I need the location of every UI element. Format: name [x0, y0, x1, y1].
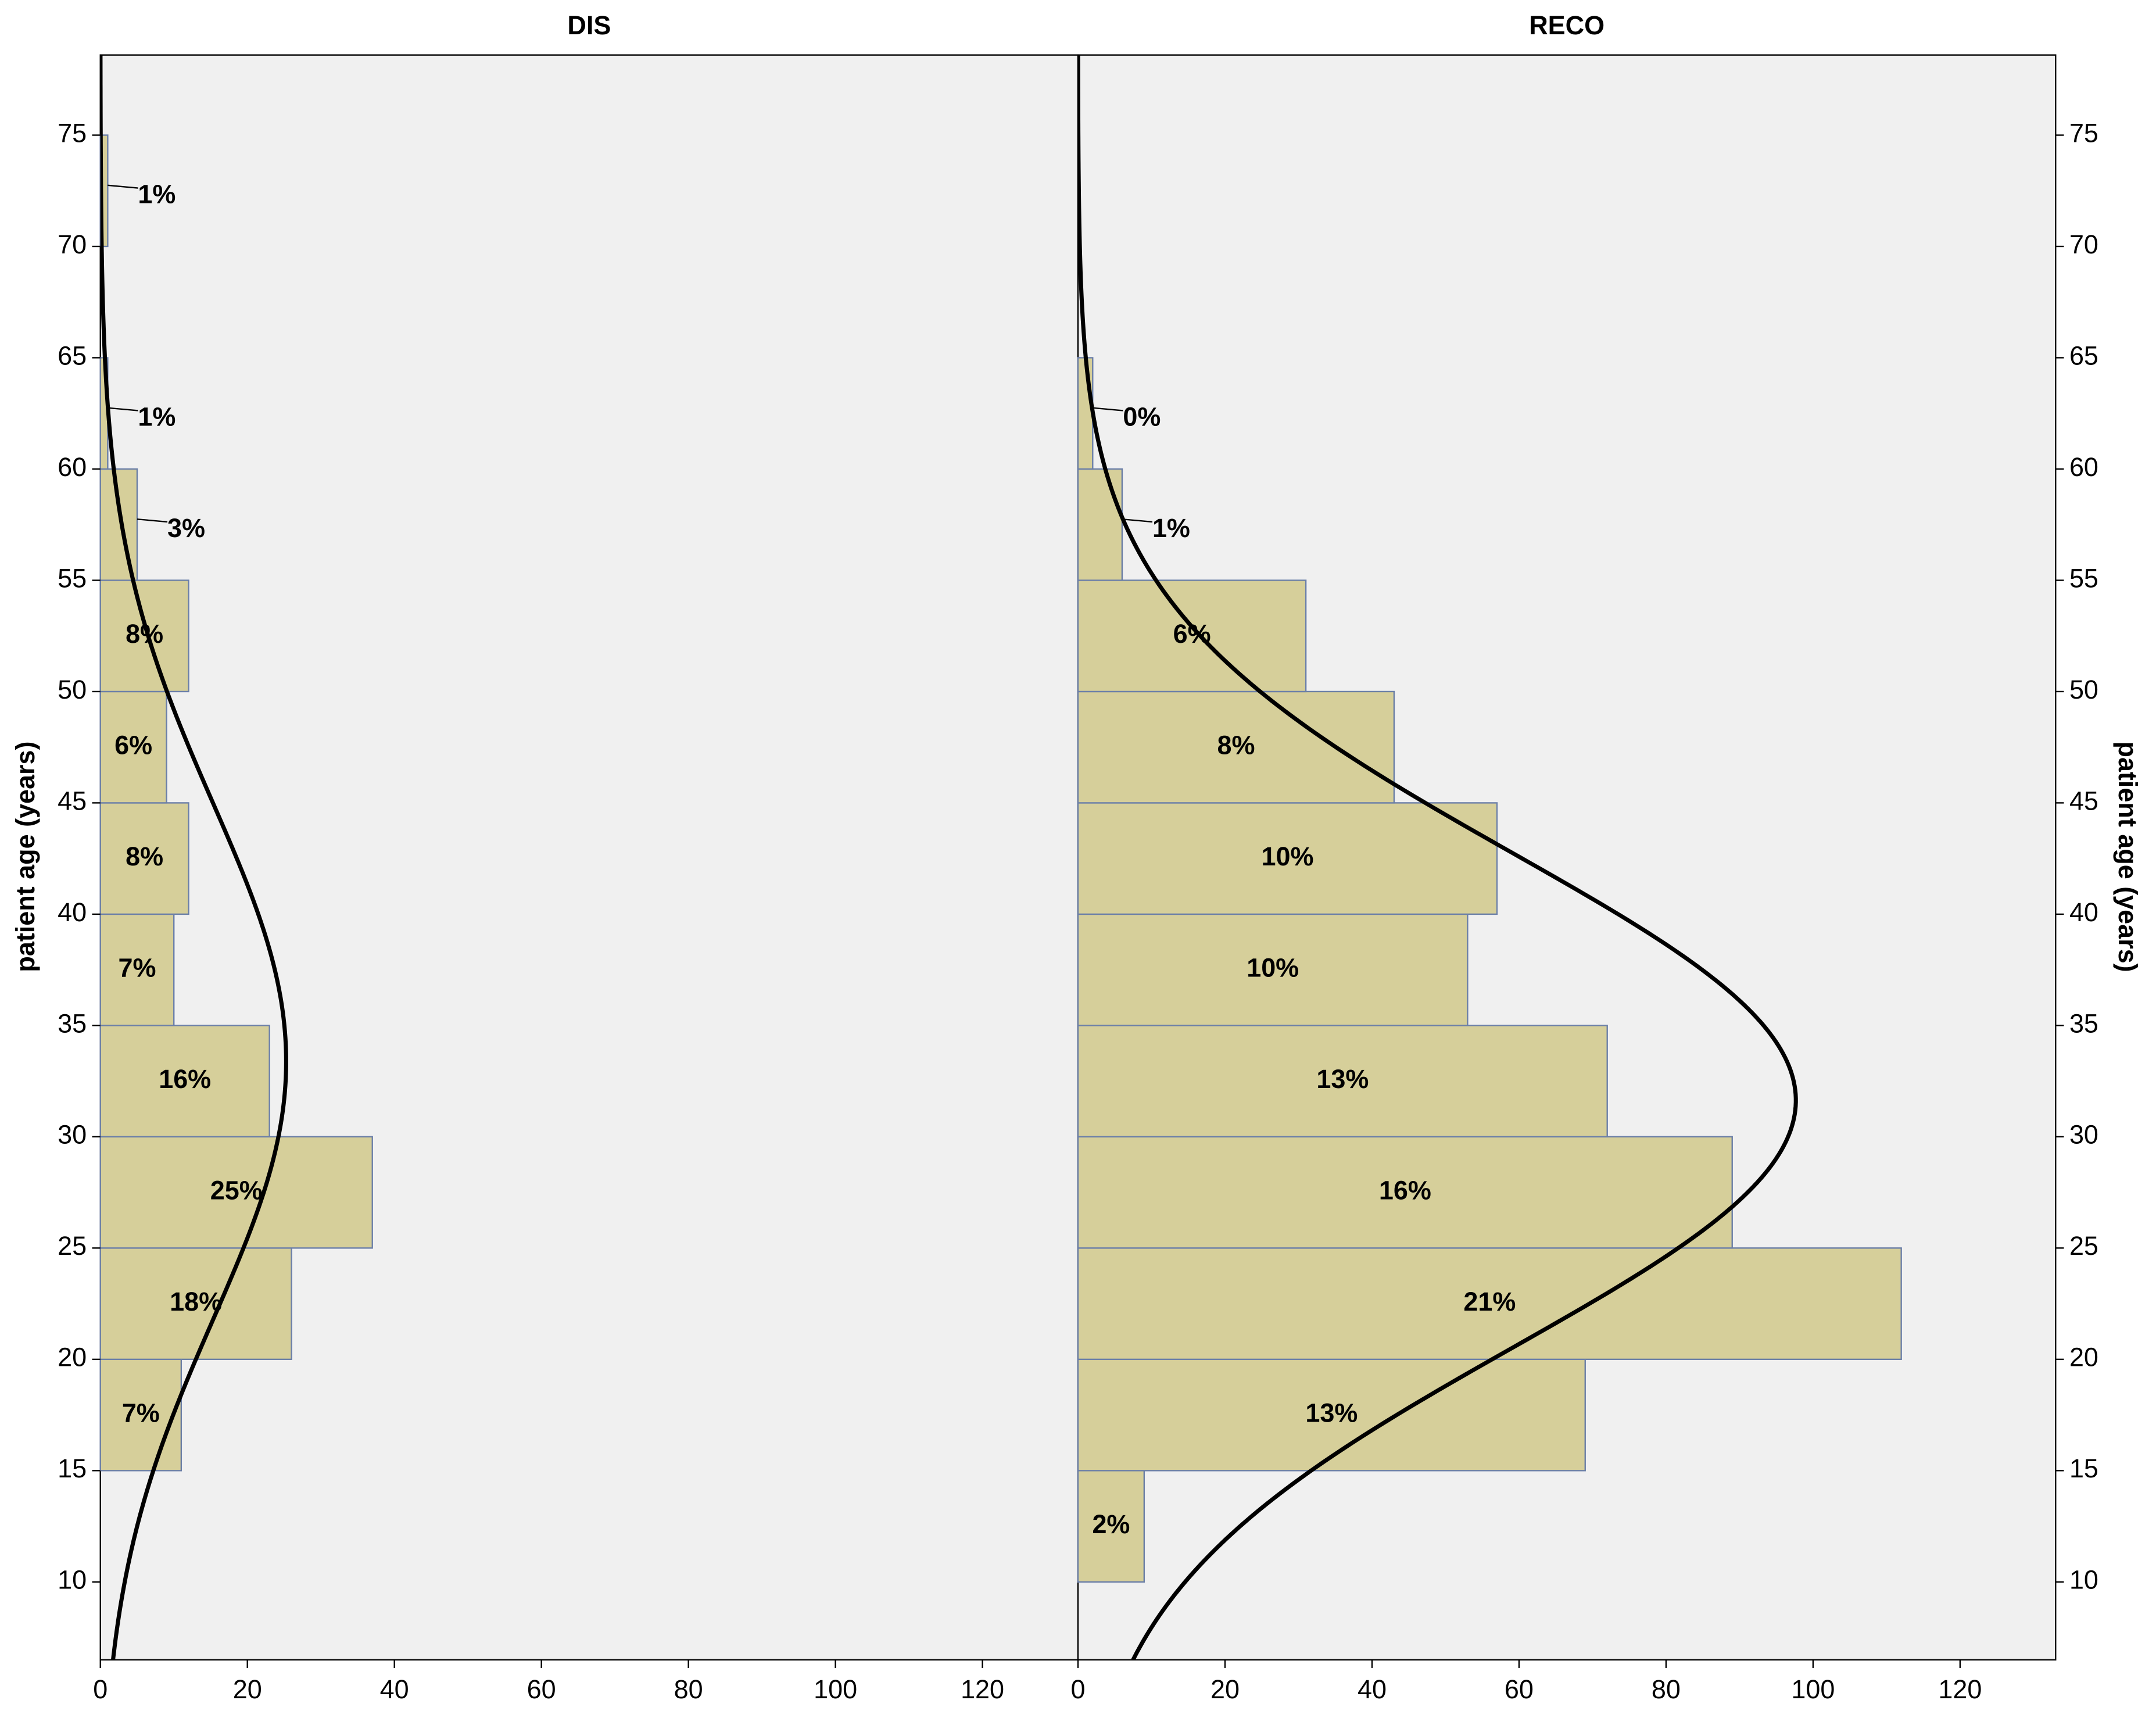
x-tick-label: 80 — [1652, 1674, 1681, 1704]
panel-title: DIS — [567, 10, 611, 40]
y-tick-label: 40 — [58, 897, 87, 927]
bar — [1077, 1136, 1733, 1249]
y-tick-label: 45 — [2069, 786, 2098, 815]
panel-title: RECO — [1529, 10, 1605, 40]
y-tick-label: 60 — [2069, 452, 2098, 482]
x-tick-label: 120 — [1938, 1674, 1982, 1704]
bar — [1077, 468, 1123, 581]
bar-label: 10% — [1247, 953, 1299, 983]
y-tick-label: 65 — [2069, 341, 2098, 370]
y-tick-label: 30 — [2069, 1120, 2098, 1150]
leader-line — [108, 184, 138, 189]
y-tick-label: 10 — [58, 1565, 87, 1595]
bar-label: 1% — [138, 180, 176, 209]
bar — [99, 802, 189, 915]
y-tick-label: 50 — [58, 675, 87, 704]
bar-label: 25% — [210, 1175, 263, 1205]
bar — [99, 1247, 292, 1361]
plot-area — [99, 54, 1079, 1661]
bar — [99, 1136, 373, 1249]
y-tick-label: 10 — [2069, 1565, 2098, 1595]
normal-curve — [1077, 55, 1798, 1660]
bar-label: 16% — [1379, 1175, 1431, 1205]
y-tick-label: 25 — [58, 1231, 87, 1261]
x-tick-label: 20 — [233, 1674, 262, 1704]
x-tick-label: 40 — [1358, 1674, 1387, 1704]
bar-label: 7% — [118, 953, 156, 983]
x-tick-label: 100 — [1791, 1674, 1835, 1704]
normal-curve — [100, 55, 288, 1660]
x-tick-label: 40 — [380, 1674, 409, 1704]
bar-label: 0% — [1123, 402, 1161, 432]
y-tick-label: 45 — [58, 786, 87, 815]
bar — [1077, 579, 1307, 693]
y-tick-label: 55 — [58, 563, 87, 593]
bar-label: 18% — [170, 1287, 222, 1316]
bar — [1077, 357, 1094, 470]
y-tick-label: 75 — [58, 118, 87, 148]
y-tick-label: 55 — [2069, 563, 2098, 593]
y-tick-label: 15 — [58, 1454, 87, 1483]
leader-line — [137, 518, 168, 523]
leader-line — [1122, 518, 1153, 523]
bar-label: 8% — [126, 842, 163, 871]
x-tick-label: 0 — [93, 1674, 108, 1704]
bar — [1077, 1358, 1586, 1472]
y-tick-label: 70 — [2069, 230, 2098, 259]
bar — [99, 1358, 182, 1472]
y-tick-label: 60 — [58, 452, 87, 482]
bar-label: 21% — [1463, 1287, 1516, 1316]
bar-label: 8% — [1217, 731, 1255, 760]
y-tick-label: 40 — [2069, 897, 2098, 927]
bar — [99, 1025, 270, 1138]
bar — [1077, 1025, 1608, 1138]
x-tick-label: 20 — [1210, 1674, 1240, 1704]
y-tick-label: 70 — [58, 230, 87, 259]
y-tick-label: 75 — [2069, 118, 2098, 148]
y-tick-label: 50 — [2069, 675, 2098, 704]
x-tick-label: 60 — [527, 1674, 556, 1704]
leader-line — [1093, 407, 1123, 411]
bar — [1077, 1247, 1902, 1361]
bar-label: 2% — [1092, 1509, 1130, 1539]
x-tick-label: 100 — [814, 1674, 857, 1704]
y-tick-label: 35 — [2069, 1008, 2098, 1038]
bar — [99, 913, 175, 1026]
y-tick-label: 35 — [58, 1008, 87, 1038]
bar-label: 13% — [1316, 1064, 1369, 1094]
bar — [99, 468, 138, 581]
bar-label: 13% — [1305, 1398, 1358, 1427]
bar — [1077, 1470, 1145, 1583]
y-tick-label: 65 — [58, 341, 87, 370]
y-tick-label: 20 — [2069, 1343, 2098, 1372]
leader-line — [108, 407, 138, 411]
bar-label: 6% — [1173, 619, 1211, 649]
y-tick-label: 25 — [2069, 1231, 2098, 1261]
y-tick-label: 30 — [58, 1120, 87, 1150]
bar-label: 1% — [138, 402, 176, 432]
x-tick-label: 60 — [1505, 1674, 1534, 1704]
bar — [1077, 913, 1469, 1026]
bar-label: 7% — [122, 1398, 160, 1427]
bar-label: 1% — [1152, 513, 1190, 543]
bar — [1077, 802, 1498, 915]
bar — [99, 579, 189, 693]
x-tick-label: 80 — [674, 1674, 703, 1704]
bar-label: 6% — [114, 731, 152, 760]
x-tick-label: 0 — [1071, 1674, 1086, 1704]
y-tick-label: 20 — [58, 1343, 87, 1372]
bar — [99, 690, 167, 804]
y-tick-label: 15 — [2069, 1454, 2098, 1483]
bar-label: 10% — [1262, 842, 1314, 871]
bar-label: 3% — [167, 513, 205, 543]
bar-label: 16% — [159, 1064, 211, 1094]
y-axis-label: patient age (years) — [10, 742, 40, 972]
x-tick-label: 120 — [961, 1674, 1004, 1704]
y-axis-label: patient age (years) — [2113, 742, 2143, 972]
